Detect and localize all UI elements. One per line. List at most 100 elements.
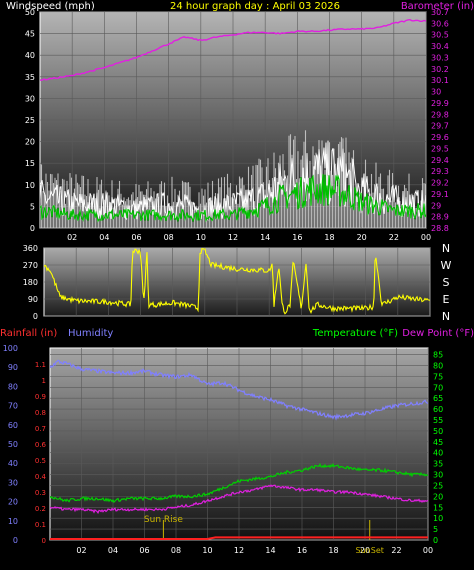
- rain-tick-label: 0.8: [35, 409, 46, 417]
- humidity-line: [50, 359, 428, 421]
- temperature-tick-label: 30: [433, 471, 443, 480]
- barometer-tick-label: 30.3: [431, 53, 449, 62]
- time-tick-label: 04: [99, 233, 109, 242]
- rainfall-line: [50, 536, 428, 540]
- humidity-tick-label: 80: [8, 382, 18, 391]
- windspeed-tick-label: 30: [25, 94, 35, 103]
- direction-tick-label: 270: [23, 261, 38, 270]
- rain-tick-label: 0.2: [35, 505, 46, 513]
- temperature-tick-label: 75: [433, 372, 443, 381]
- direction-tick-label: 0: [33, 312, 38, 321]
- time-tick-label: 12: [228, 233, 238, 242]
- humidity-tick-label: 50: [8, 440, 18, 449]
- wind-baro-grid: [40, 11, 427, 229]
- time-tick-label: 04: [108, 546, 118, 555]
- barometer-tick-label: 30.2: [431, 65, 449, 74]
- time-tick-label: 10: [196, 233, 206, 242]
- barometer-tick-label: 29.8: [431, 110, 449, 119]
- barometer-tick-label: 30.5: [431, 31, 449, 40]
- windspeed-tick-label: 35: [25, 73, 35, 82]
- barometer-tick-label: 30.4: [431, 42, 449, 51]
- humidity-tick-label: 70: [8, 402, 18, 411]
- humidity-tick-label: 20: [8, 498, 18, 507]
- humidity-tick-label: 90: [8, 363, 18, 372]
- barometer-tick-label: 29.7: [431, 122, 449, 131]
- time-tick-label: 02: [76, 546, 86, 555]
- sunset-label: SunSet: [356, 546, 384, 555]
- windspeed-tick-label: 50: [25, 8, 35, 17]
- barometer-line: [40, 18, 426, 81]
- dewpoint-axis-label: Dew Point (°F): [402, 328, 474, 339]
- rainfall-axis-label: Rainfall (in): [0, 328, 57, 339]
- humidity-tick-label: 10: [8, 517, 18, 526]
- time-tick-label: 16: [292, 233, 302, 242]
- time-tick-label: 20: [357, 233, 367, 242]
- temp-humidity-axes: 010203040506070809010000.10.20.30.40.50.…: [3, 344, 443, 555]
- barometer-tick-label: 29.4: [431, 156, 449, 165]
- graph-title: 24 hour graph day : April 03 2026: [170, 1, 340, 12]
- direction-tick-label: 180: [23, 278, 38, 287]
- rain-tick-label: 0.3: [35, 489, 46, 497]
- wind-average-line: [40, 174, 426, 223]
- wind-direction-series: [44, 248, 430, 315]
- time-tick-label: 16: [297, 546, 307, 555]
- windspeed-tick-label: 15: [25, 159, 35, 168]
- temperature-line: [50, 462, 428, 504]
- barometer-tick-label: 29.5: [431, 144, 449, 153]
- windspeed-line: [40, 140, 426, 222]
- temperature-tick-label: 40: [433, 449, 443, 458]
- compass-label: N: [442, 242, 450, 255]
- dewpoint-line: [50, 484, 428, 515]
- time-tick-label: 14: [265, 546, 275, 555]
- rain-tick-label: 0.4: [35, 473, 47, 481]
- time-tick-label: 22: [389, 233, 399, 242]
- windspeed-tick-label: 20: [25, 138, 35, 147]
- rain-tick-label: 1: [42, 377, 46, 385]
- rain-tick-label: 0.6: [35, 441, 47, 449]
- windspeed-tick-label: 25: [25, 116, 35, 125]
- time-tick-label: 18: [324, 233, 334, 242]
- rain-tick-label: 1.1: [35, 361, 46, 369]
- temperature-tick-label: 55: [433, 416, 443, 425]
- windspeed-tick-label: 45: [25, 30, 35, 39]
- time-tick-label: 08: [164, 233, 174, 242]
- barometer-tick-label: 29: [431, 201, 441, 210]
- barometer-tick-label: 30.7: [431, 8, 449, 17]
- barometer-tick-label: 29.2: [431, 179, 449, 188]
- rain-tick-label: 0.1: [35, 521, 46, 529]
- wind-baro-series: [40, 18, 426, 228]
- temperature-tick-label: 10: [433, 514, 443, 523]
- temperature-tick-label: 25: [433, 481, 443, 490]
- barometer-tick-label: 29.6: [431, 133, 449, 142]
- rain-tick-label: 0.7: [35, 425, 46, 433]
- time-tick-label: 08: [171, 546, 181, 555]
- windspeed-tick-label: 0: [30, 224, 35, 233]
- barometer-tick-label: 29.3: [431, 167, 449, 176]
- sunrise-label: Sun Rise: [144, 515, 183, 525]
- time-tick-label: 00: [423, 546, 433, 555]
- humidity-tick-label: 0: [13, 536, 18, 545]
- time-tick-label: 14: [260, 233, 270, 242]
- temperature-tick-label: 85: [433, 351, 443, 360]
- temperature-tick-label: 45: [433, 438, 443, 447]
- windspeed-tick-label: 10: [25, 181, 35, 190]
- time-tick-label: 10: [202, 546, 212, 555]
- temperature-tick-label: 70: [433, 383, 443, 392]
- rain-tick-label: 0: [42, 537, 46, 545]
- time-tick-label: 18: [328, 546, 338, 555]
- temperature-tick-label: 60: [433, 405, 443, 414]
- time-tick-label: 22: [391, 546, 401, 555]
- temperature-tick-label: 65: [433, 394, 443, 403]
- humidity-axis-label: Humidity: [68, 328, 113, 339]
- temperature-tick-label: 35: [433, 460, 443, 469]
- direction-tick-label: 90: [28, 295, 38, 304]
- rain-tick-label: 0.9: [35, 393, 46, 401]
- humidity-tick-label: 30: [8, 478, 18, 487]
- temperature-axis-label: Temperature (°F): [312, 328, 398, 339]
- compass-label: S: [443, 276, 450, 289]
- barometer-axis-label: Barometer (in): [401, 1, 474, 12]
- time-tick-label: 12: [234, 546, 244, 555]
